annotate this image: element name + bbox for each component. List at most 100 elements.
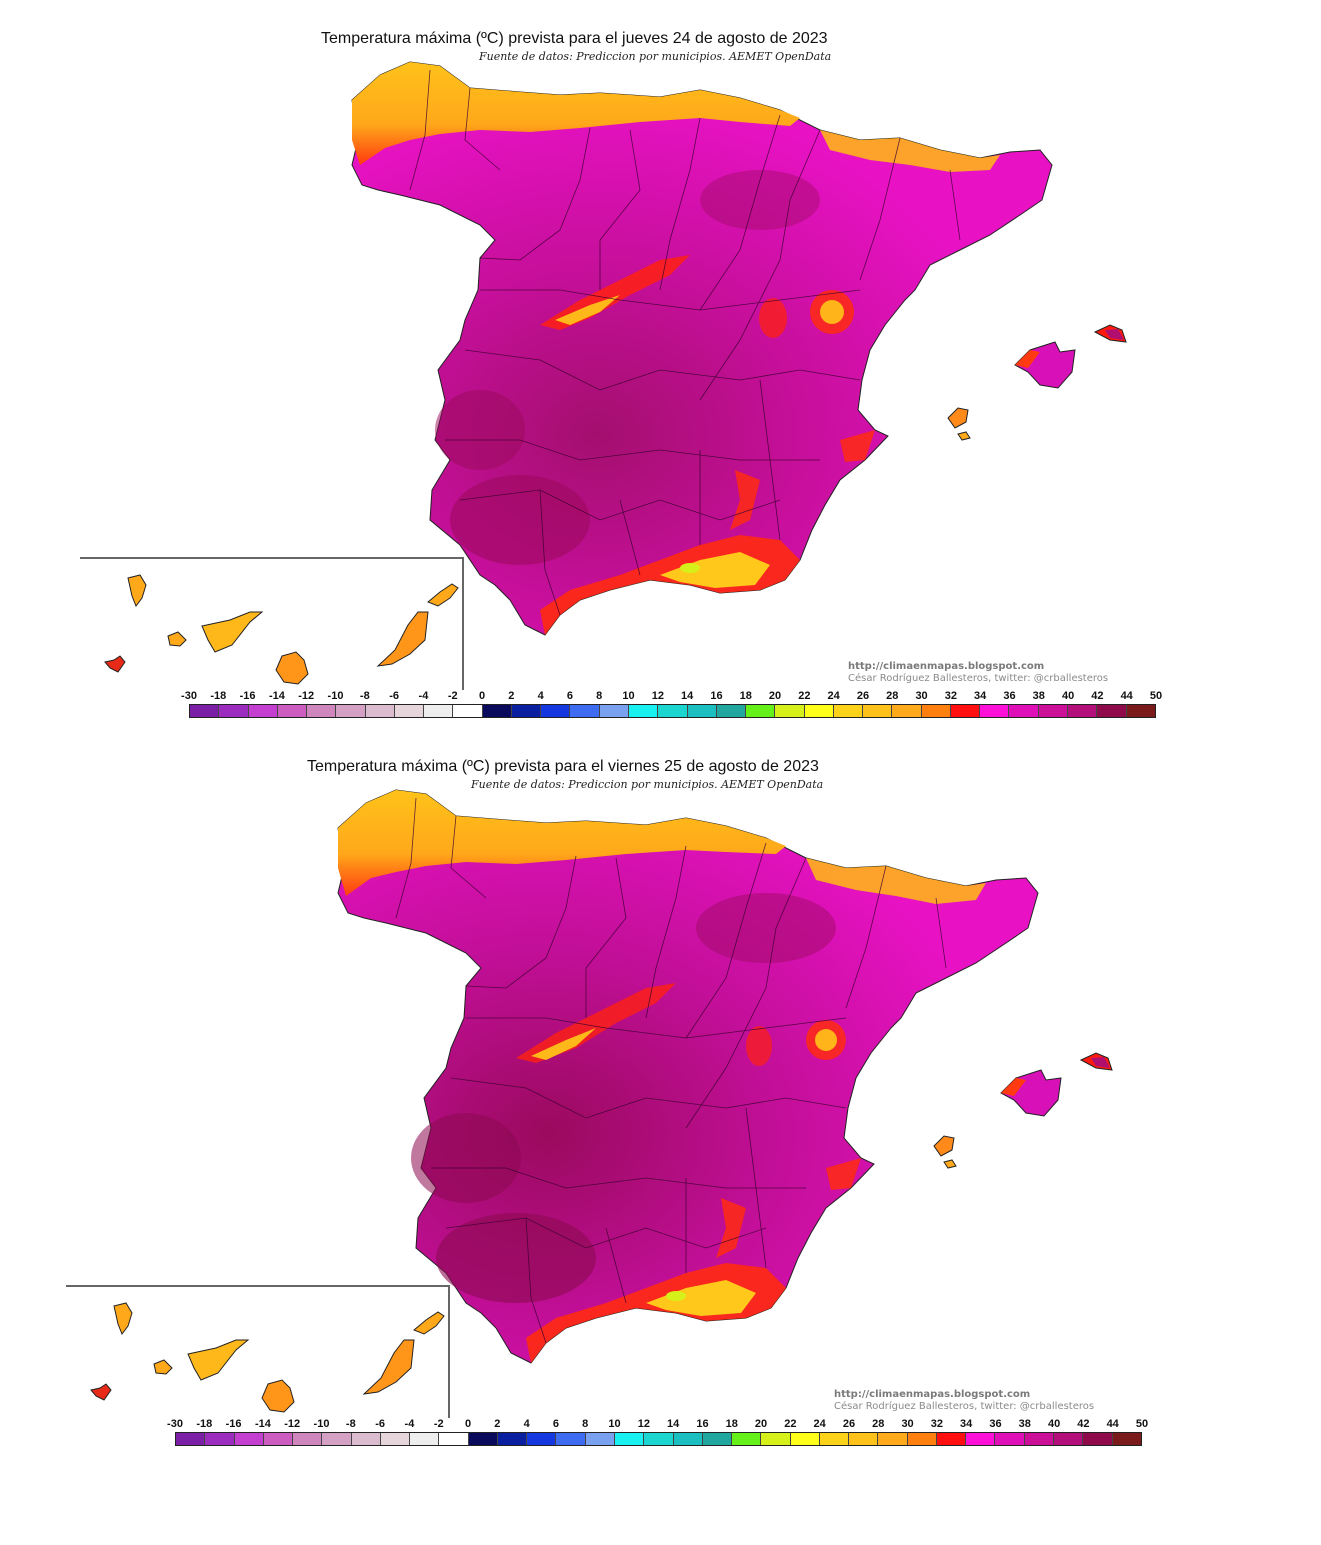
colorbar-tick-label: 22 xyxy=(798,690,811,702)
colorbar-swatch xyxy=(365,705,395,717)
colorbar-swatch xyxy=(849,1433,879,1445)
map-subtitle: Fuente de datos: Prediccion por municipi… xyxy=(471,778,824,791)
north-coast-cool-band xyxy=(352,62,800,165)
colorbar-tick-label: 32 xyxy=(944,690,957,702)
attribution-url: http://climaenmapas.blogspot.com xyxy=(834,1389,1031,1400)
colorbar-swatch xyxy=(497,1433,528,1445)
colorbar-swatch xyxy=(1083,1433,1113,1445)
colorbar-tick-label: 26 xyxy=(842,1418,856,1430)
colorbar-swatch xyxy=(716,705,747,717)
colorbar-swatch xyxy=(190,705,220,717)
colorbar-swatch xyxy=(599,705,629,717)
colorbar-tick-label: 40 xyxy=(1061,690,1075,702)
colorbar-swatch xyxy=(687,705,717,717)
colorbar-tick-label: 14 xyxy=(681,690,694,702)
colorbar-swatch xyxy=(980,705,1010,717)
colorbar-swatch xyxy=(336,705,366,717)
spain-temperature-map xyxy=(337,789,1113,1364)
ebro-hotspot xyxy=(700,170,820,230)
colorbar-swatch xyxy=(1067,705,1098,717)
guadiana-hotspot xyxy=(411,1113,521,1203)
colorbar-tick-label: 24 xyxy=(813,1418,826,1430)
formentera xyxy=(957,431,971,441)
colorbar-tick-label: 0 xyxy=(478,690,486,702)
colorbar-swatch xyxy=(892,705,922,717)
colorbar-swatch xyxy=(1112,1433,1141,1445)
colorbar-tick-label: 30 xyxy=(901,1418,914,1430)
colorbar-swatch xyxy=(468,1433,498,1445)
map-title: Temperatura máxima (ºC) prevista para el… xyxy=(307,758,819,775)
colorbar-tick-label: 2 xyxy=(508,690,515,702)
colorbar-swatch xyxy=(570,705,600,717)
colorbar-tick-label: 34 xyxy=(974,690,987,702)
colorbar-swatch xyxy=(1053,1433,1084,1445)
colorbar-swatch xyxy=(1126,705,1155,717)
colorbar-tick-label: 38 xyxy=(1032,690,1045,702)
colorbar-tick-label: 40 xyxy=(1047,1418,1061,1430)
colorbar-swatch xyxy=(1097,705,1127,717)
colorbar-tick-label: 50 xyxy=(1149,690,1163,702)
colorbar-swatch xyxy=(833,705,864,717)
colorbar-swatch xyxy=(746,705,776,717)
colorbar-swatch xyxy=(732,1433,762,1445)
colorbar-tick-label: 26 xyxy=(856,690,870,702)
colorbar-swatch xyxy=(351,1433,381,1445)
ibiza xyxy=(947,407,969,429)
guadalquivir-hotspot xyxy=(436,1213,596,1303)
colorbar-swatch xyxy=(234,1433,264,1445)
attribution-author: César Rodríguez Ballesteros, twitter: @c… xyxy=(834,1401,1095,1412)
colorbar-swatch xyxy=(761,1433,791,1445)
colorbar-swatch xyxy=(819,1433,850,1445)
colorbar-tick-label: -6 xyxy=(389,690,399,702)
spain-temperature-map xyxy=(351,61,1127,636)
colorbar-tick-label: 50 xyxy=(1135,1418,1149,1430)
colorbar-tick-label: 28 xyxy=(886,690,899,702)
colorbar-swatch xyxy=(907,1433,937,1445)
colorbar-tick-label: 44 xyxy=(1106,1418,1119,1430)
colorbar-tick-label: 8 xyxy=(596,690,603,702)
attribution: http://climaenmapas.blogspot.com César R… xyxy=(848,661,1108,685)
colorbar-tick-label: 0 xyxy=(464,1418,472,1430)
colorbar-swatch xyxy=(936,1433,967,1445)
colorbar-swatch xyxy=(322,1433,352,1445)
colorbar-swatch xyxy=(248,705,278,717)
colorbar-swatch xyxy=(1009,705,1039,717)
colorbar-swatch xyxy=(644,1433,674,1445)
colorbar-tick-label: -16 xyxy=(225,1418,242,1430)
colorbar-swatch xyxy=(1024,1433,1054,1445)
colorbar-tick-label: -14 xyxy=(254,1418,271,1430)
colorbar-tick-label: 16 xyxy=(710,690,723,702)
guadalquivir-hotspot xyxy=(450,475,590,565)
colorbar-swatch xyxy=(775,705,805,717)
colorbar-swatch xyxy=(293,1433,323,1445)
sistema-central-cool xyxy=(516,983,676,1063)
colorbar-tick-label: 12 xyxy=(637,1418,650,1430)
colorbar-tick-label: -18 xyxy=(210,690,227,702)
colorbar-swatch xyxy=(394,705,425,717)
colorbar-tick-label: 32 xyxy=(930,1418,943,1430)
colorbar xyxy=(175,1432,1142,1446)
attribution: http://climaenmapas.blogspot.com César R… xyxy=(834,1389,1094,1413)
colorbar-tick-label: -8 xyxy=(345,1418,356,1430)
attribution-url: http://climaenmapas.blogspot.com xyxy=(848,661,1045,672)
colorbar-swatch xyxy=(658,705,688,717)
colorbar-tick-label: 2 xyxy=(494,1418,501,1430)
colorbar-tick-label: 10 xyxy=(608,1418,621,1430)
colorbar-tick-label: -10 xyxy=(327,690,344,702)
colorbar-swatch xyxy=(307,705,337,717)
colorbar-swatch xyxy=(804,705,834,717)
guadiana-hotspot xyxy=(435,390,525,470)
colorbar-swatch xyxy=(556,1433,586,1445)
canary-islands-inset xyxy=(80,557,464,690)
colorbar-tick-label: 6 xyxy=(566,690,573,702)
colorbar-swatch xyxy=(527,1433,557,1445)
province-borders xyxy=(395,797,947,1344)
colorbar-tick-label: -30 xyxy=(167,1418,183,1430)
colorbar-tick-label: 18 xyxy=(739,690,752,702)
colorbar-tick-label: -12 xyxy=(298,690,315,702)
colorbar-swatch xyxy=(921,705,951,717)
attribution-author: César Rodríguez Ballesteros, twitter: @c… xyxy=(848,673,1109,684)
colorbar-swatch xyxy=(482,705,512,717)
colorbar-ticks: -30 -18 -16 -14 -12 -10 -8 -6 -4 -2 0 2 4 6 8 10 12 14 16 1… xyxy=(167,1418,1148,1431)
colorbar-tick-label: 8 xyxy=(582,1418,589,1430)
